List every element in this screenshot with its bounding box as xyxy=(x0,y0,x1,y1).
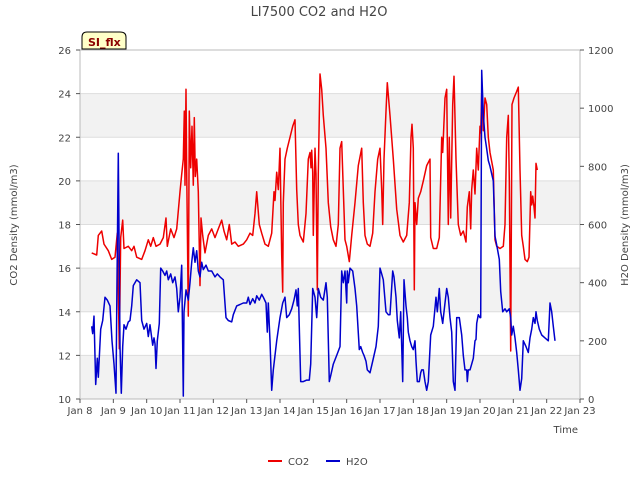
y-tick-label: 18 xyxy=(58,221,71,232)
y2-tick-label: 0 xyxy=(588,395,594,406)
y-tick-label: 22 xyxy=(58,133,71,144)
x-tick-label: Jan 8 xyxy=(67,406,93,417)
x-tick-label: Jan 15 xyxy=(297,406,329,417)
y2-axis-label: H2O Density (mmol/m3) xyxy=(620,164,631,286)
x-tick-label: Jan 16 xyxy=(330,406,362,417)
x-axis-label: Time xyxy=(553,425,578,436)
y-tick-label: 16 xyxy=(58,264,71,275)
x-tick-label: Jan 21 xyxy=(497,406,529,417)
y2-tick-label: 600 xyxy=(588,221,607,232)
site-badge-label: SI_flx xyxy=(88,36,121,49)
band-2 xyxy=(80,268,580,312)
y-tick-label: 10 xyxy=(58,395,71,406)
x-tick-label: Jan 18 xyxy=(397,406,429,417)
series-line-h2o xyxy=(90,69,556,397)
x-tick-label: Jan 13 xyxy=(230,406,262,417)
x-tick-label: Jan 19 xyxy=(430,406,462,417)
y-tick-label: 24 xyxy=(58,90,71,101)
x-tick-label: Jan 14 xyxy=(263,406,295,417)
legend: CO2 H2O xyxy=(268,457,368,468)
x-tick-label: Jan 22 xyxy=(530,406,562,417)
series-line-co2 xyxy=(91,73,539,352)
legend-label-h2o: H2O xyxy=(346,457,368,468)
x-tick-label: Jan 12 xyxy=(197,406,229,417)
y2-tick-label: 800 xyxy=(588,162,607,173)
x-tick-label: Jan 20 xyxy=(463,406,495,417)
y2-tick-label: 1000 xyxy=(588,104,613,115)
site-badge: SI_flx xyxy=(81,31,127,50)
x-tick-label: Jan 23 xyxy=(563,406,595,417)
y2-tick-label: 200 xyxy=(588,337,607,348)
x-tick-label: Jan 10 xyxy=(130,406,162,417)
x-tick-label: Jan 9 xyxy=(100,406,126,417)
tick-labels: Jan 8 Jan 9 Jan 10 Jan 11 Jan 12 Jan 13 Jan 14… xyxy=(58,46,613,417)
chart-title: LI7500 CO2 and H2O xyxy=(251,5,388,20)
y-tick-label: 14 xyxy=(58,308,71,319)
y-axis-label: CO2 Density (mmol/m3) xyxy=(9,164,20,285)
y2-tick-label: 1200 xyxy=(588,46,613,57)
band-6 xyxy=(80,93,580,138)
y-tick-label: 26 xyxy=(58,46,71,57)
legend-label-co2: CO2 xyxy=(288,457,309,468)
y-tick-label: 20 xyxy=(58,177,71,188)
site-badge-box xyxy=(81,31,127,50)
series-layer xyxy=(90,69,556,397)
x-tick-label: Jan 17 xyxy=(363,406,395,417)
x-tick-label: Jan 11 xyxy=(163,406,195,417)
y-tick-label: 12 xyxy=(58,351,71,362)
y2-tick-label: 400 xyxy=(588,279,607,290)
